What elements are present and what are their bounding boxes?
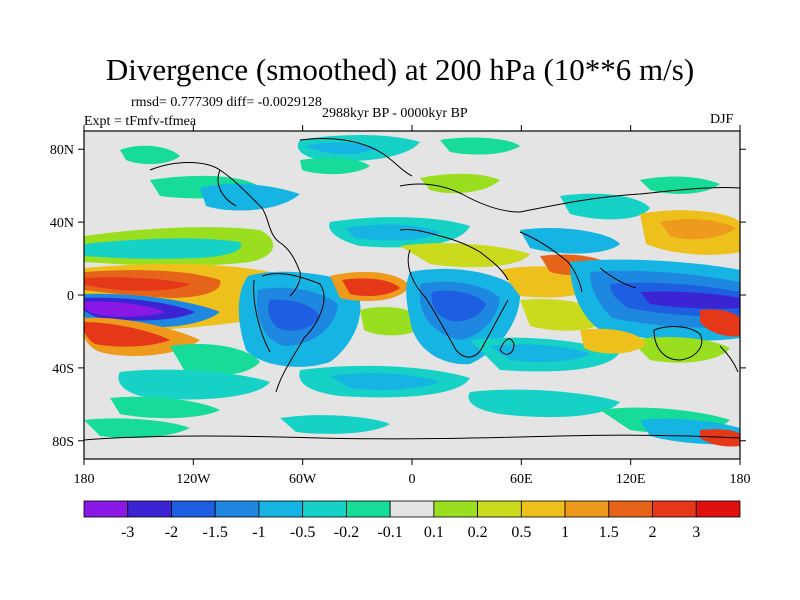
coastlines [84,138,740,441]
colorbar-swatch [127,500,172,518]
colorbar-swatch [564,500,610,518]
colorbar-label: 1.5 [599,524,619,541]
axis-ticks: 180 120W 60W 0 60E 120E 180 80N 40N 0 40S 80S [50,125,751,487]
colorbar-swatch [171,500,216,518]
colorbar-label: -0.5 [290,524,315,541]
colorbar-swatch [83,500,129,518]
lon-tick-label: 180 [730,472,751,487]
season-label: DJF [710,112,734,127]
stats-label: rmsd= 0.777309 diff= -0.0029128 [131,95,322,110]
period-label: 2988kyr BP - 0000kyr BP [322,106,468,121]
colorbar-swatch [433,500,479,518]
colorbar-label: -1 [252,524,265,541]
map-title: Divergence (smoothed) at 200 hPa (10**6 … [105,52,695,87]
lon-tick-label: 180 [74,472,95,487]
colorbar: -3 -2 -1.5 -1 -0.5 -0.2 -0.1 0.1 0.2 0.5 1 1.5 2 3 [83,500,741,541]
colorbar-swatch [302,500,347,518]
colorbar-swatch [345,500,391,518]
lat-tick-label: 80N [50,143,74,158]
colorbar-label: 2 [649,524,657,541]
colorbar-swatch [258,500,304,518]
colorbar-swatch [520,500,566,518]
colorbar-label: 0.1 [424,524,444,541]
colorbar-label: -3 [121,524,134,541]
colorbar-label: -0.2 [334,524,359,541]
colorbar-swatch [477,500,522,518]
colorbar-label: 0.2 [468,524,488,541]
lat-tick-label: 0 [67,289,74,304]
lat-tick-label: 40N [50,216,74,231]
colorbar-swatch [214,500,260,518]
colorbar-label: -2 [165,524,178,541]
lon-tick-label: 0 [409,472,416,487]
colorbar-swatch [652,500,697,518]
lat-tick-label: 40S [52,362,74,377]
lon-tick-label: 60W [289,472,317,487]
lat-tick-label: 80S [52,435,74,450]
colorbar-label: -1.5 [203,524,228,541]
colorbar-label: 1 [561,524,569,541]
colorbar-label: -0.1 [377,524,402,541]
lon-tick-label: 60E [510,472,533,487]
colorbar-swatch [389,500,435,518]
colorbar-label: 3 [692,524,700,541]
divergence-field [84,131,740,459]
colorbar-swatch [695,500,741,518]
colorbar-swatch [608,500,653,518]
lon-tick-label: 120E [616,472,646,487]
experiment-label: Expt = tFmfv-tfmea [84,114,197,129]
colorbar-label: 0.5 [511,524,531,541]
lon-tick-label: 120W [176,472,211,487]
